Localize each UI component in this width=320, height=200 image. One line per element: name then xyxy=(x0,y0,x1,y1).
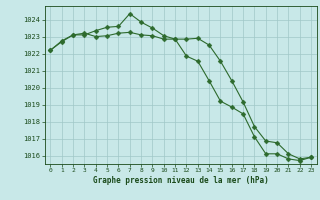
X-axis label: Graphe pression niveau de la mer (hPa): Graphe pression niveau de la mer (hPa) xyxy=(93,176,269,185)
